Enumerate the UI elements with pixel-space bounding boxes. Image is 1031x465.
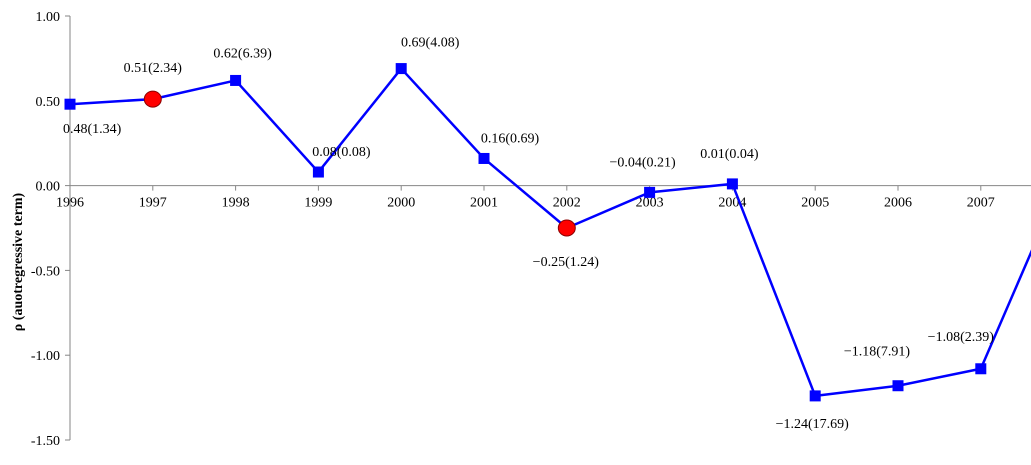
x-axis: 1996 1997 1998 1999 2000 2001 2002 2003 2004 2005…: [56, 185, 1031, 211]
data-label: −1.24(17.69): [776, 417, 850, 432]
data-labels: 0.48(1.34) 0.51(2.34) 0.62(6.39) 0.08(0.08)…: [63, 36, 995, 432]
data-label: −1.18(7.91): [844, 345, 911, 360]
x-tick-label: 2007: [967, 196, 995, 211]
data-point: [64, 98, 76, 110]
x-tick-label: 1998: [222, 196, 250, 211]
data-point: [230, 74, 242, 86]
data-label: −1.08(2.39): [928, 330, 995, 345]
data-point: [312, 166, 324, 178]
highlight-point: [557, 219, 576, 237]
y-tick-label: -1.50: [31, 434, 60, 449]
data-label: −0.04(0.21): [609, 155, 676, 170]
y-tick-label: 0.00: [36, 180, 61, 195]
x-tick-label: 1997: [139, 196, 167, 211]
x-tick-label: 2002: [553, 196, 581, 211]
x-tick-label: 2003: [636, 196, 664, 211]
x-tick-label: 1999: [304, 196, 332, 211]
data-point: [395, 63, 407, 75]
y-tick-label: -0.50: [31, 264, 60, 279]
x-tick-label: 1996: [56, 196, 84, 211]
data-label: −0.25(1.24): [533, 255, 600, 270]
x-tick-label: 2005: [801, 196, 829, 211]
data-label: 0.69(4.08): [401, 36, 460, 51]
data-point: [726, 178, 738, 190]
data-point: [644, 186, 656, 198]
x-tick-label: 2001: [470, 196, 498, 211]
data-label: 0.51(2.34): [124, 61, 183, 76]
data-label: 0.16(0.69): [481, 131, 540, 146]
data-point: [975, 363, 987, 375]
data-label: 0.48(1.34): [63, 122, 122, 137]
data-label: 0.08(0.08): [312, 145, 371, 160]
y-tick-label: 0.50: [36, 95, 61, 110]
y-axis: 1.00 0.50 0.00 -0.50 -1.00 -1.50: [31, 10, 71, 449]
y-axis-label: ρ (auotregressive term): [11, 192, 26, 331]
data-point: [809, 390, 821, 402]
y-tick-label: 1.00: [36, 10, 61, 25]
data-point: [892, 380, 904, 392]
x-tick-label: 2000: [387, 196, 415, 211]
y-tick-label: -1.00: [31, 349, 60, 364]
highlight-point: [143, 90, 162, 108]
data-label: 0.01(0.04): [700, 147, 759, 162]
data-point: [478, 152, 490, 164]
data-markers: [64, 63, 987, 402]
data-label: 0.62(6.39): [213, 46, 272, 61]
x-tick-label: 2006: [884, 196, 912, 211]
